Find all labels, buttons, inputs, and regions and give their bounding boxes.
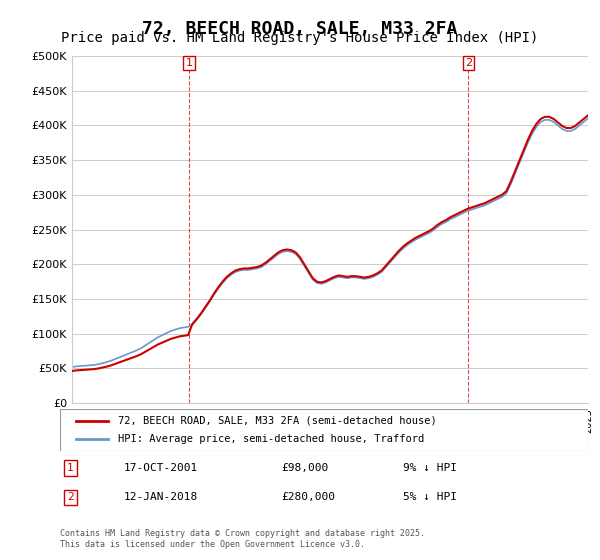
Text: 1: 1: [67, 463, 74, 473]
Text: 5% ↓ HPI: 5% ↓ HPI: [403, 492, 457, 502]
Text: 9% ↓ HPI: 9% ↓ HPI: [403, 463, 457, 473]
Text: 72, BEECH ROAD, SALE, M33 2FA (semi-detached house): 72, BEECH ROAD, SALE, M33 2FA (semi-deta…: [118, 416, 437, 426]
Text: Contains HM Land Registry data © Crown copyright and database right 2025.
This d: Contains HM Land Registry data © Crown c…: [60, 529, 425, 549]
Text: 12-JAN-2018: 12-JAN-2018: [124, 492, 197, 502]
Text: HPI: Average price, semi-detached house, Trafford: HPI: Average price, semi-detached house,…: [118, 434, 424, 444]
Text: 2: 2: [67, 492, 74, 502]
Text: 72, BEECH ROAD, SALE, M33 2FA: 72, BEECH ROAD, SALE, M33 2FA: [142, 20, 458, 38]
Text: £98,000: £98,000: [282, 463, 329, 473]
Text: 1: 1: [185, 58, 193, 68]
Text: £280,000: £280,000: [282, 492, 336, 502]
Text: 17-OCT-2001: 17-OCT-2001: [124, 463, 197, 473]
FancyBboxPatch shape: [60, 409, 588, 451]
Text: Price paid vs. HM Land Registry's House Price Index (HPI): Price paid vs. HM Land Registry's House …: [61, 31, 539, 45]
Text: 2: 2: [465, 58, 472, 68]
